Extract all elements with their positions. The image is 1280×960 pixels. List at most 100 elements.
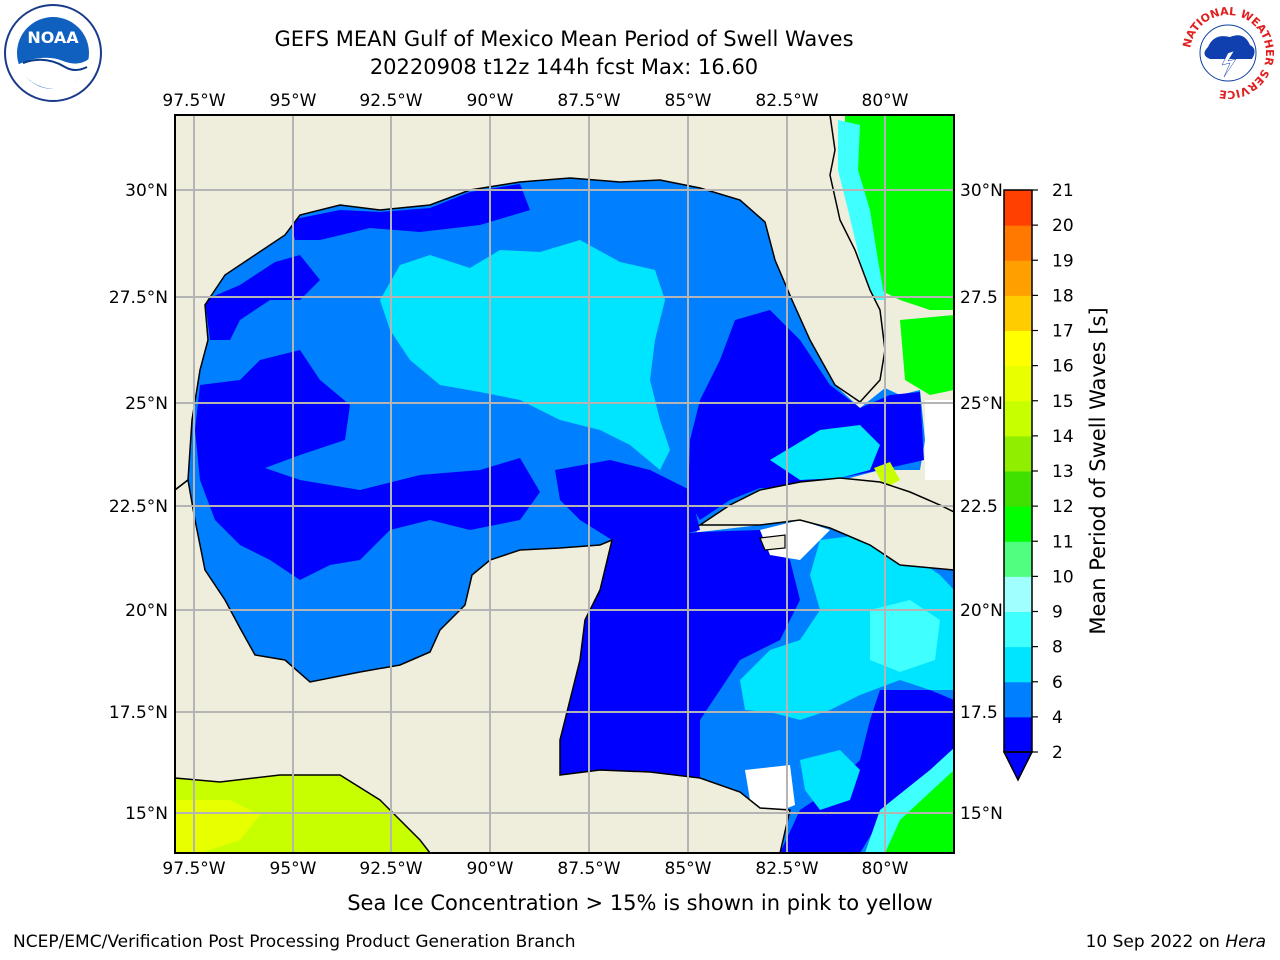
colorbar-segment: [1004, 611, 1032, 648]
lon-label: 85°W: [665, 859, 712, 879]
credit-text: NCEP/EMC/Verification Post Processing Pr…: [13, 932, 576, 952]
date-text: 10 Sep 2022 on Hera: [1086, 932, 1266, 952]
colorbar: 2 4 6 8 9 10 11 12 13 14 15 16 17 18 19 20 21: [1002, 181, 1074, 782]
date-value: 10 Sep 2022 on: [1085, 932, 1220, 952]
land-us-gulf: [175, 115, 886, 491]
lon-label: 82.5°W: [755, 91, 818, 111]
lon-label: 95°W: [270, 91, 317, 111]
colorbar-tick-label: 2: [1052, 743, 1063, 763]
lon-label: 85°W: [665, 91, 712, 111]
land-isle-of-youth: [759, 534, 786, 551]
colorbar-tick-label: 13: [1052, 462, 1074, 482]
swell-4s-south: [800, 750, 860, 810]
colorbar-segment: [1004, 295, 1032, 331]
noaa-logo-text: NOAA: [27, 28, 79, 47]
lon-label: 97.5°W: [162, 91, 225, 111]
colorbar-tick-label: 6: [1052, 673, 1063, 693]
lat-label: 22.5: [960, 497, 998, 517]
chart-subtitle: 20220908 t12z 144h fcst Max: 16.60: [369, 55, 759, 79]
lon-label: 80°W: [862, 91, 909, 111]
colorbar-tick-label: 11: [1052, 532, 1074, 552]
lon-label: 90°W: [467, 91, 514, 111]
colorbar-segment: [1004, 190, 1032, 226]
lat-label: 30°N: [960, 181, 1003, 201]
lat-label: 20°N: [125, 601, 168, 621]
swell-atlantic-cyan: [838, 120, 885, 300]
map-frame: [174, 114, 955, 854]
colorbar-tick-label: 17: [1052, 322, 1074, 342]
land-mexico: [175, 478, 791, 853]
swell-2s-yucatan: [555, 460, 700, 540]
swell-atlantic-green: [845, 115, 954, 310]
lon-label: 95°W: [270, 859, 317, 879]
lon-label: 80°W: [862, 859, 909, 879]
lon-labels-top: 97.5°W 95°W 92.5°W 90°W 87.5°W 85°W 82.5…: [162, 91, 908, 111]
colorbar-segment: [1004, 646, 1032, 683]
colorbar-extend-triangle: [1002, 751, 1034, 782]
sea-ice-note: Sea Ice Concentration > 15% is shown in …: [347, 891, 933, 915]
colorbar-segment: [1004, 435, 1032, 472]
lon-label: 82.5°W: [755, 859, 818, 879]
swell-6s-caribbean: [870, 600, 940, 672]
swell-southeast-cyan: [865, 748, 954, 853]
chart-title: GEFS MEAN Gulf of Mexico Mean Period of …: [274, 27, 854, 51]
nodata-bahamas: [925, 400, 954, 480]
colorbar-tick-label: 19: [1052, 251, 1074, 271]
colorbar-segment: [1004, 716, 1032, 753]
lon-label: 97.5°W: [162, 859, 225, 879]
lat-label: 22.5°N: [109, 497, 168, 517]
lon-labels-bottom: 97.5°W 95°W 92.5°W 90°W 87.5°W 85°W 82.5…: [162, 859, 908, 879]
swell-bahamas-yellow: [874, 462, 900, 488]
colorbar-tick-label: 14: [1052, 427, 1074, 447]
colorbar-segment: [1004, 260, 1032, 296]
lat-label: 30°N: [125, 181, 168, 201]
lon-label: 92.5°W: [359, 91, 422, 111]
nodata-honduras: [745, 765, 795, 815]
nodata-cuba-south: [760, 520, 830, 560]
lat-label: 25°N: [125, 394, 168, 414]
swell-4s-caribbean: [740, 535, 954, 720]
colorbar-segment: [1004, 506, 1032, 542]
lat-label: 15°N: [125, 804, 168, 824]
swell-atlantic-green2: [900, 315, 954, 395]
lon-label: 87.5°W: [557, 859, 620, 879]
colorbar-tick-label: 9: [1052, 603, 1063, 623]
colorbar-tick-label: 21: [1052, 181, 1074, 201]
colorbar-tick-label: 8: [1052, 638, 1063, 658]
nws-logo: NATIONAL WEATHER SERVICE: [1180, 5, 1276, 101]
colorbar-segment: [1004, 681, 1032, 718]
noaa-logo: NOAA: [4, 4, 102, 102]
colorbar-segment: [1004, 471, 1032, 507]
land-cuba: [697, 477, 954, 571]
colorbar-label: Mean Period of Swell Waves [s]: [1086, 307, 1110, 634]
colorbar-segment: [1004, 225, 1032, 261]
colorbar-tick-label: 18: [1052, 286, 1074, 306]
swell-4s-florida-strait: [770, 425, 880, 480]
colorbar-segment: [1004, 576, 1032, 612]
lat-label: 17.5°N: [109, 703, 168, 723]
lon-label: 87.5°W: [557, 91, 620, 111]
lat-label: 27.5°N: [109, 288, 168, 308]
lat-labels-right: 30°N 27.5 25°N 22.5 20°N 17.5 15°N: [960, 181, 1003, 824]
host-name: Hera: [1225, 932, 1266, 952]
lon-label: 92.5°W: [359, 859, 422, 879]
colorbar-tick-label: 20: [1052, 216, 1074, 236]
lat-label: 25°N: [960, 394, 1003, 414]
lat-label: 15°N: [960, 804, 1003, 824]
grid-lines: [175, 115, 954, 853]
colorbar-segment: [1004, 400, 1032, 437]
swell-2s-caribbean: [560, 530, 800, 778]
lat-label: 17.5: [960, 703, 998, 723]
colorbar-tick-label: 4: [1052, 708, 1063, 728]
lat-label: 20°N: [960, 601, 1003, 621]
lon-label: 90°W: [467, 859, 514, 879]
colorbar-segment: [1004, 365, 1032, 402]
map-area: [175, 115, 954, 853]
lat-labels-left: 30°N 27.5°N 25°N 22.5°N 20°N 17.5°N 15°N: [109, 181, 168, 824]
colorbar-segment: [1004, 330, 1032, 367]
swell-2s-west: [195, 350, 540, 580]
lat-label: 27.5: [960, 288, 998, 308]
colorbar-tick-label: 10: [1052, 567, 1074, 587]
colorbar-segment: [1004, 541, 1032, 577]
